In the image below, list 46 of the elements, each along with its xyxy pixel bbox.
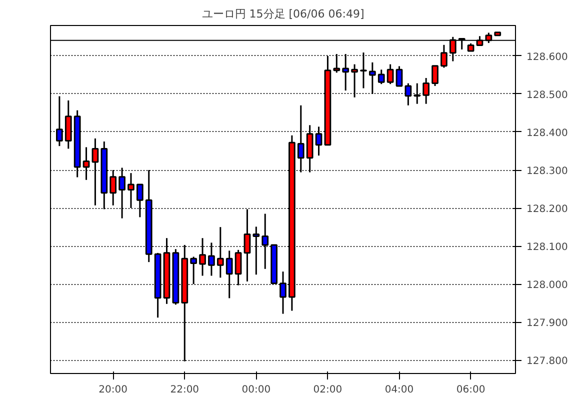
candlestick [244, 208, 251, 282]
candlestick [252, 226, 260, 276]
candlestick [422, 77, 430, 105]
x-tick-label: 20:00 [98, 384, 128, 396]
candlestick [136, 184, 144, 218]
candlestick [297, 104, 304, 174]
candlestick [440, 44, 448, 68]
y-tick-label: 128.000 [526, 280, 568, 292]
x-tick-label: 04:00 [384, 384, 414, 396]
y-tick-label: 128.100 [526, 242, 568, 254]
candlestick [414, 82, 421, 105]
candlestick [234, 249, 242, 286]
candlestick [128, 172, 134, 209]
candlestick [110, 169, 117, 206]
candlestick [262, 213, 269, 270]
candlestick [82, 146, 90, 181]
candlestick [190, 256, 198, 285]
candlestick [368, 62, 376, 95]
candlestick [208, 242, 215, 277]
candlestick [396, 65, 403, 87]
candlestick [404, 82, 412, 106]
y-tick-label: 128.200 [526, 204, 568, 216]
y-tick-label: 128.400 [526, 128, 568, 139]
candlestick [306, 124, 314, 174]
candlestick [118, 166, 126, 220]
candlestick [199, 237, 206, 277]
x-tick-label: 06:00 [456, 384, 486, 396]
candlestick [386, 64, 394, 85]
y-tick-label: 128.300 [526, 166, 568, 178]
y-tick-label: 127.900 [526, 318, 568, 330]
candlestick [226, 250, 233, 299]
candlestick [56, 95, 63, 147]
candlestick [378, 68, 385, 85]
candlestick [315, 126, 322, 156]
candlestick [280, 270, 286, 315]
x-tick-label: 00:00 [242, 384, 271, 396]
candlestick [432, 65, 438, 87]
candlestick [351, 64, 358, 98]
x-tick-label: 02:00 [313, 384, 342, 396]
candlestick [216, 226, 224, 278]
x-tick-label: 22:00 [170, 384, 200, 396]
candlestick [92, 138, 99, 206]
chart-title: ユーロ円 15分足 [06/06 06:49] [202, 8, 364, 20]
y-tick-label: 128.600 [526, 52, 568, 63]
y-tick-label: 128.500 [526, 90, 568, 101]
y-tick-label: 127.800 [526, 356, 568, 368]
